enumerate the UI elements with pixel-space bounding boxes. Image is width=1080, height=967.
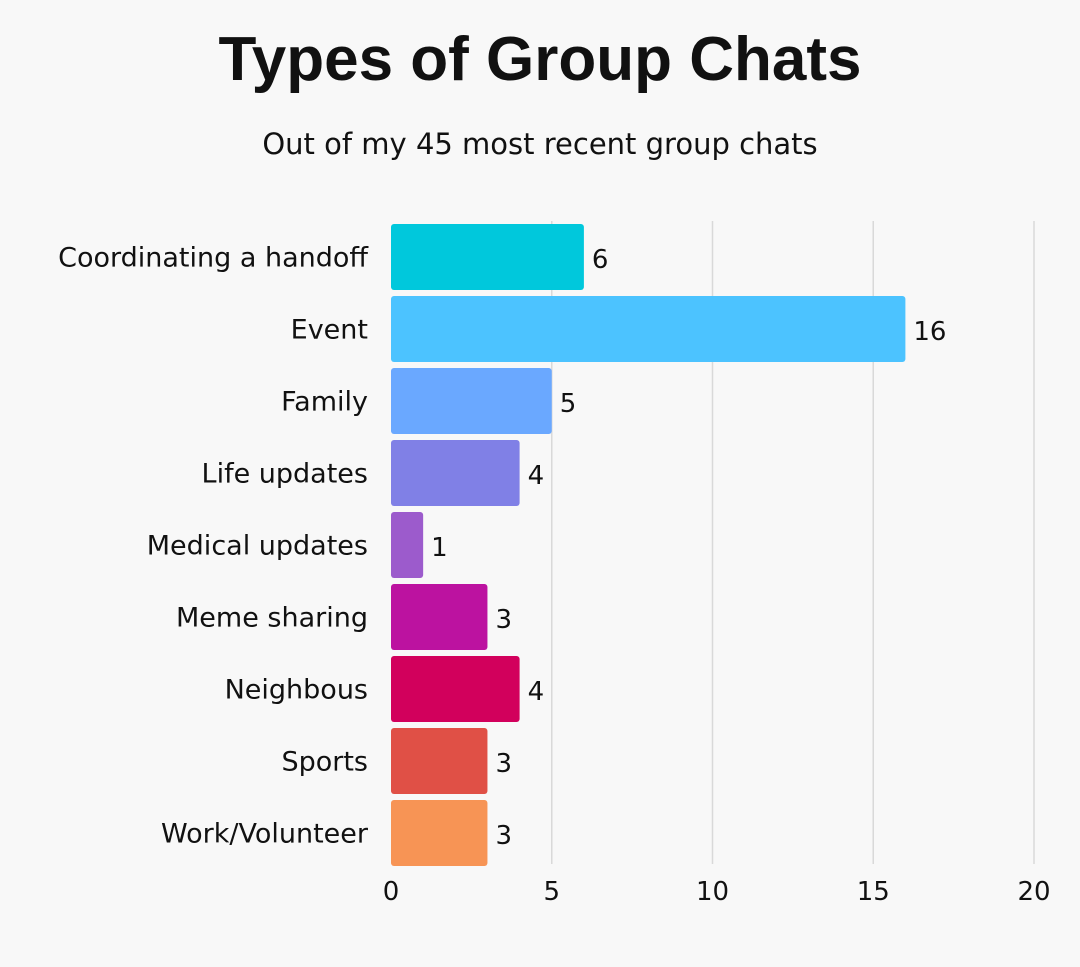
bar-meme-sharing — [391, 584, 488, 650]
value-label-medical-updates: 1 — [431, 533, 448, 563]
chart-subtitle: Out of my 45 most recent group chats — [262, 127, 818, 161]
bar-event — [391, 296, 906, 362]
category-label-family: Family — [281, 387, 368, 418]
x-tick-label-20: 20 — [1017, 877, 1050, 907]
x-axis-ticks: 0 5 10 15 20 — [383, 877, 1051, 907]
x-tick-label-15: 15 — [857, 877, 890, 907]
value-labels: 6 16 5 4 1 3 4 3 3 — [431, 245, 946, 851]
bars — [391, 224, 906, 866]
value-label-neighbous: 4 — [528, 677, 545, 707]
value-label-sports: 3 — [495, 749, 512, 779]
bar-family — [391, 368, 552, 434]
value-label-work-volunteer: 3 — [495, 821, 512, 851]
bar-work-volunteer — [391, 800, 488, 866]
x-tick-label-10: 10 — [696, 877, 729, 907]
bar-medical-updates — [391, 512, 424, 578]
value-label-coordinating-a-handoff: 6 — [592, 245, 609, 275]
category-label-event: Event — [291, 315, 368, 346]
x-tick-label-5: 5 — [543, 877, 560, 907]
category-label-coordinating-a-handoff: Coordinating a handoff — [58, 243, 369, 274]
category-label-work-volunteer: Work/Volunteer — [161, 819, 369, 850]
category-label-medical-updates: Medical updates — [147, 531, 368, 562]
value-label-meme-sharing: 3 — [495, 605, 512, 635]
value-label-event: 16 — [913, 317, 946, 347]
bar-neighbous — [391, 656, 520, 722]
x-tick-label-0: 0 — [383, 877, 400, 907]
category-label-life-updates: Life updates — [202, 459, 368, 490]
category-label-meme-sharing: Meme sharing — [176, 603, 368, 634]
category-label-neighbous: Neighbous — [225, 675, 368, 706]
bar-coordinating-a-handoff — [391, 224, 584, 290]
value-label-family: 5 — [560, 389, 577, 419]
bar-life-updates — [391, 440, 520, 506]
category-label-sports: Sports — [281, 747, 368, 778]
chart-title: Types of Group Chats — [218, 25, 862, 94]
category-labels: Coordinating a handoff Event Family Life up… — [58, 243, 369, 850]
bar-sports — [391, 728, 488, 794]
value-label-life-updates: 4 — [528, 461, 545, 491]
